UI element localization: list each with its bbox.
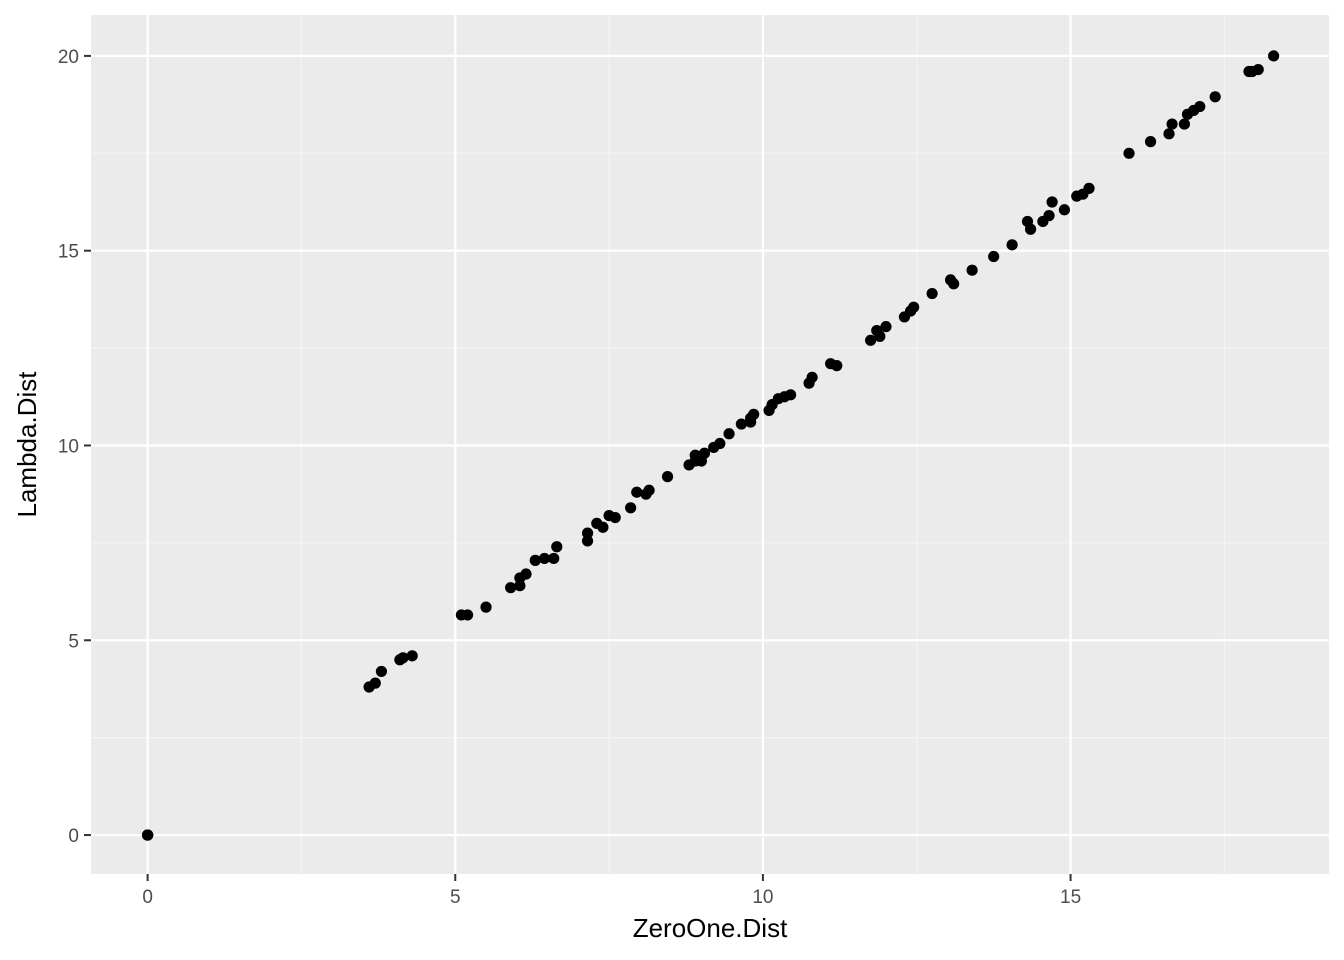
y-tick-label: 15 [58,242,79,263]
data-point [538,552,551,565]
data-point [988,250,1000,263]
data-point [631,486,643,498]
data-point [698,447,711,459]
data-point [1083,182,1095,194]
data-point [1024,223,1037,235]
data-point [597,521,609,533]
x-axis-title: ZeroOne.Dist [633,913,788,943]
data-point [643,484,655,496]
data-point [520,568,532,580]
data-point [1043,210,1055,222]
data-point [880,321,892,333]
x-tick-label: 15 [1060,887,1081,908]
data-points [142,50,1280,841]
data-point [1178,118,1191,130]
data-point [505,582,517,594]
data-point [1006,239,1018,251]
y-axis-ticks: 0 5 10 15 20 [58,47,91,847]
data-point [748,408,760,420]
data-point [735,418,747,430]
x-tick-label: 5 [450,887,461,908]
data-point [948,278,960,290]
data-point [1123,147,1135,159]
data-point [375,665,388,678]
data-point [625,502,637,514]
y-tick-label: 5 [68,631,79,652]
data-point [551,541,563,553]
data-point [1166,118,1178,130]
data-point [397,652,409,664]
data-point [609,511,621,524]
data-point [806,371,818,383]
y-axis-title: Lambda.Dist [12,371,42,518]
data-point [831,360,843,372]
data-point [461,609,474,621]
data-point [874,330,886,342]
data-point [514,580,526,592]
data-point [661,471,674,483]
data-point [1268,50,1280,62]
data-point [581,535,594,547]
data-point [966,264,978,276]
data-point [926,287,938,300]
data-point [369,677,381,689]
data-point [480,601,492,613]
data-point [1144,136,1157,148]
x-tick-label: 10 [752,887,773,908]
data-point [1163,128,1175,140]
data-point [1209,91,1221,103]
y-tick-label: 10 [58,436,79,457]
data-point [142,829,154,841]
data-point [1252,63,1264,76]
data-point [1058,204,1071,216]
data-point [714,437,726,450]
data-point [529,554,541,566]
data-point [1046,196,1058,208]
data-point [723,428,735,440]
y-tick-label: 0 [68,826,79,847]
x-tick-label: 0 [142,887,153,908]
data-point [406,650,418,662]
data-point [1194,100,1206,113]
data-point [548,552,560,565]
y-tick-label: 20 [58,47,79,68]
data-point [864,334,877,346]
data-point [785,389,797,401]
x-axis-ticks: 0 5 10 15 [142,874,1081,908]
data-point [908,301,920,313]
data-point [581,527,594,539]
